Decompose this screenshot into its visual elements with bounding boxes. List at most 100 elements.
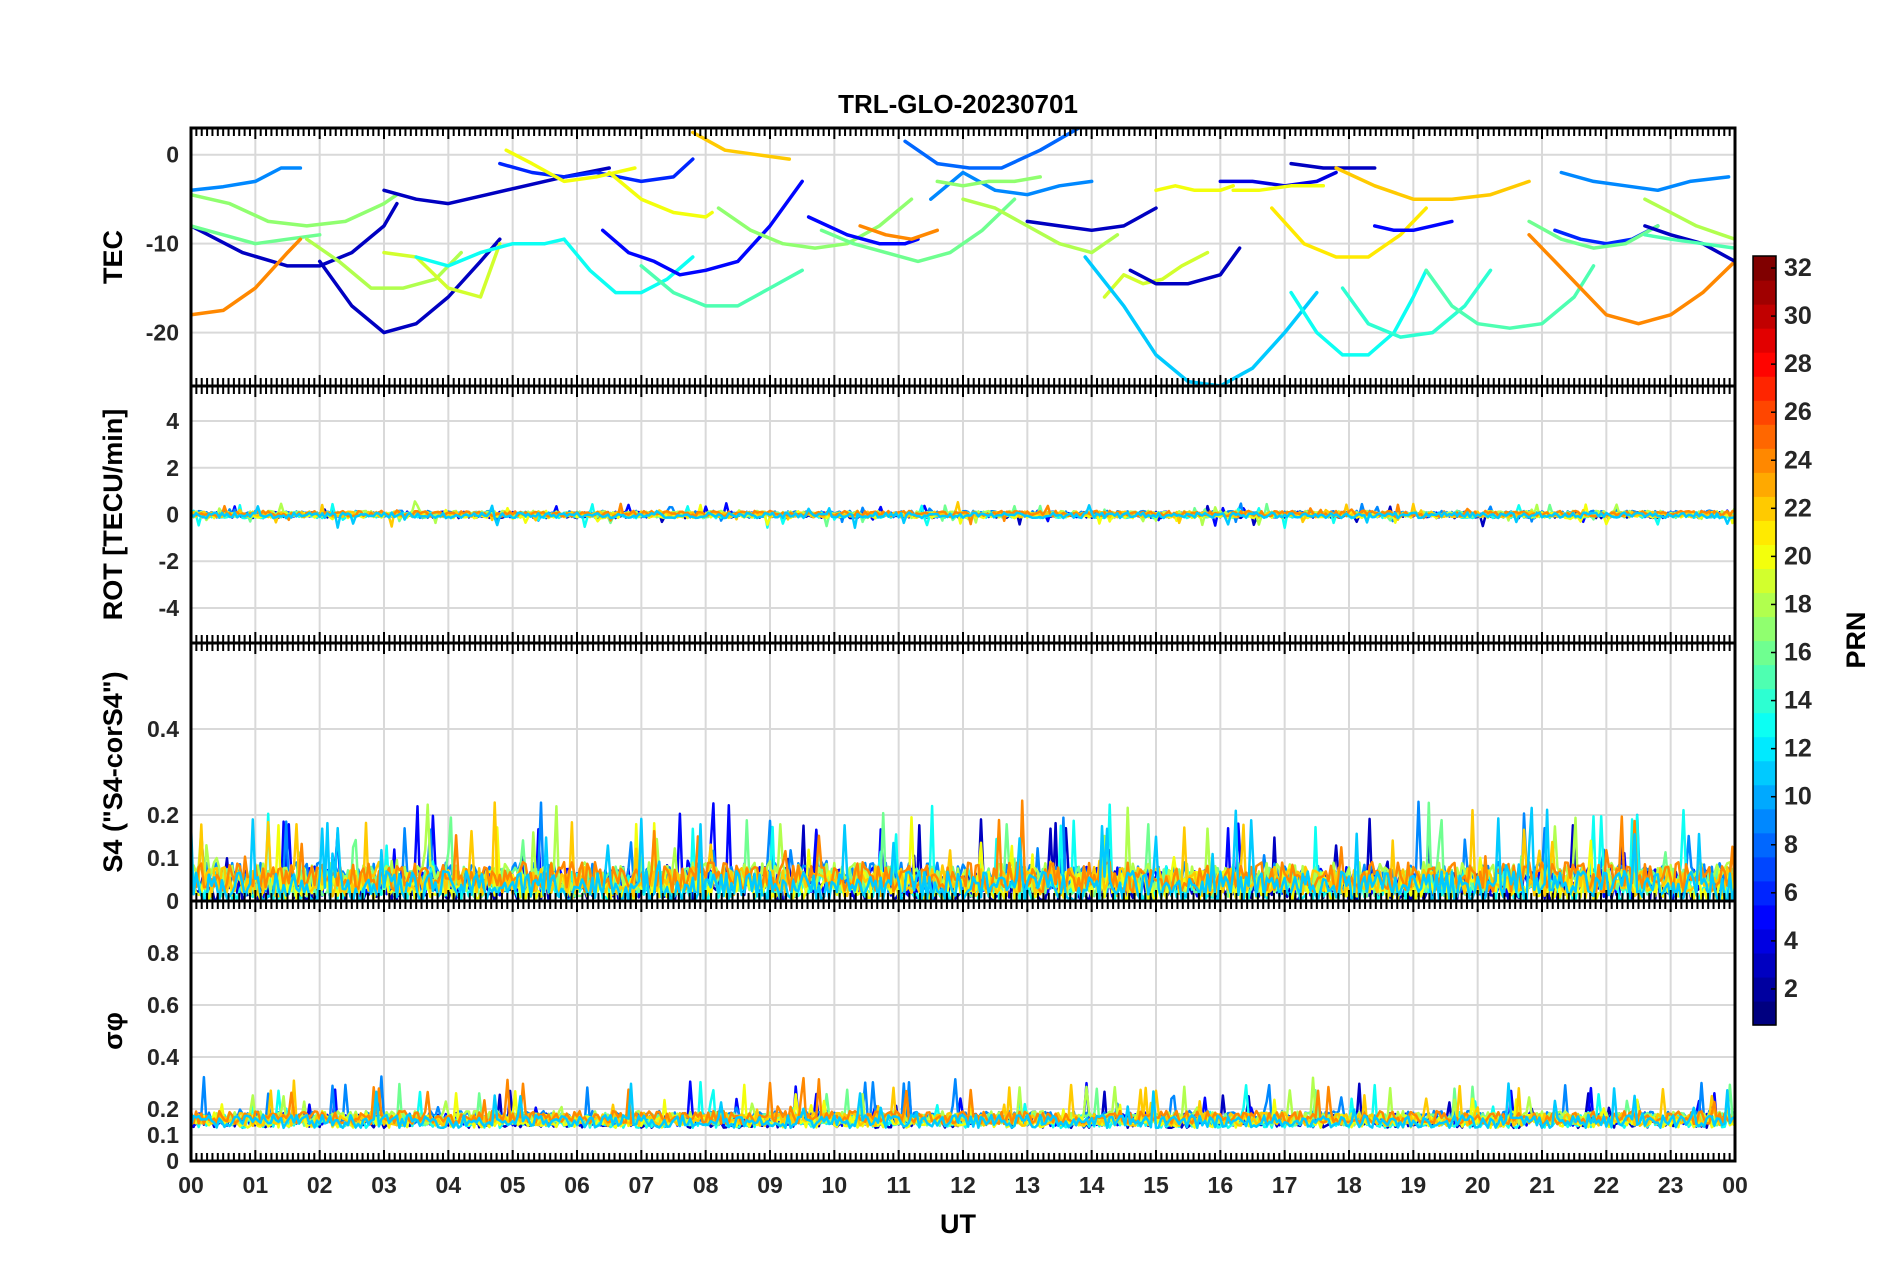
tec-series-prn-16: [191, 224, 322, 246]
colorbar-bin: [1753, 760, 1776, 786]
y-tick-label: 0.6: [147, 992, 179, 1018]
tec-series-prn-20: [1154, 184, 1235, 193]
tec-series-prn-3: [191, 201, 399, 268]
tec-series-prn-19: [382, 241, 502, 299]
x-tick-label: 13: [1015, 1172, 1041, 1198]
y-axis-label-rot: ROT [TECU/min]: [98, 409, 128, 620]
colorbar-bin: [1753, 880, 1776, 906]
y-tick-label: 0: [166, 1148, 179, 1174]
y-tick-label: 2: [166, 455, 179, 481]
tec-series-prn-9: [191, 166, 303, 193]
colorbar-bin: [1753, 712, 1776, 738]
colorbar-bin: [1753, 400, 1776, 425]
colorbar-bin: [1753, 952, 1776, 978]
colorbar-tick-label: 22: [1784, 494, 1812, 522]
y-tick-label: 0.4: [147, 716, 179, 742]
tec-series-prn-16: [819, 197, 1017, 264]
x-tick-label: 14: [1079, 1172, 1105, 1198]
y-tick-label: 0.1: [147, 845, 179, 871]
y-tick-label: 0.2: [147, 802, 179, 828]
y-axis-label-s4: S4 ("S4-corS4"): [98, 671, 128, 872]
x-tick-label: 22: [1594, 1172, 1620, 1198]
tec-series-prn-4: [1218, 170, 1338, 188]
colorbar-tick-label: 2: [1784, 975, 1798, 1003]
tec-series-prn-16: [1527, 219, 1660, 250]
colorbar-bin: [1753, 328, 1776, 353]
colorbar-tick-label: 20: [1784, 542, 1812, 570]
x-tick-label: 11: [887, 1172, 912, 1198]
tec-series-prn-5: [1372, 219, 1454, 233]
tec-series-prn-24: [858, 224, 940, 241]
colorbar-tick-label: 16: [1784, 639, 1812, 667]
tec-series-prn-15: [1643, 233, 1735, 250]
chart-title: TRL-GLO-20230701: [838, 89, 1078, 119]
colorbar-tick-label: 26: [1784, 398, 1812, 426]
colorbar-bin: [1753, 568, 1776, 594]
colorbar-bin: [1753, 904, 1776, 930]
panel-data-tec: [191, 128, 1735, 386]
colorbar-label: PRN: [1841, 611, 1871, 668]
tec-series-prn-3: [1289, 161, 1377, 170]
colorbar-bin: [1753, 424, 1776, 449]
x-minor-ticks: [190, 901, 1736, 1161]
colorbar-tick-label: 10: [1784, 783, 1812, 811]
colorbar-bin: [1753, 448, 1776, 473]
panel-rot: 4 2 0 -2 -4 ROT [TECU/min]: [98, 384, 1737, 645]
tec-series-prn-17: [935, 175, 1042, 188]
tec-series-prn-24: [191, 237, 303, 317]
tec-series-prn-18: [305, 237, 463, 290]
colorbar-bin: [1753, 592, 1776, 618]
tec-series-prn-9: [929, 170, 1094, 201]
tec-series-prn-20: [1231, 184, 1326, 193]
colorbar-tick-label: 12: [1784, 735, 1812, 763]
tec-series-prn-3: [1643, 224, 1735, 264]
tec-series-prn-6: [498, 157, 695, 184]
tec-series-prn-20: [607, 170, 714, 219]
y-axis-label-tec: TEC: [98, 230, 128, 284]
y-tick-label: -2: [159, 548, 179, 574]
x-tick-label: 12: [950, 1172, 976, 1198]
x-tick-label: 04: [436, 1172, 462, 1198]
tec-series-prn-3: [382, 166, 611, 206]
x-tick-label: 07: [629, 1172, 655, 1198]
colorbar-bin: [1753, 640, 1776, 666]
panel-data-rot: [191, 500, 1735, 530]
tec-series-prn-3: [317, 237, 502, 335]
colorbar-bin: [1753, 376, 1776, 401]
tec-series-prn-5: [806, 215, 920, 246]
y-tick-label: 4: [166, 408, 179, 434]
colorbar-bin: [1753, 928, 1776, 954]
y-axis-label-sigma_phi: σφ: [98, 1012, 128, 1050]
x-axis-label: UT: [940, 1209, 976, 1239]
tec-series-prn-8: [903, 128, 1081, 170]
x-tick-label: 05: [500, 1172, 526, 1198]
tec-series-prn-5: [600, 179, 804, 277]
colorbar-tick-label: 18: [1784, 590, 1812, 618]
colorbar-bin: [1753, 736, 1776, 762]
tec-series-prn-15: [1424, 264, 1596, 330]
y-tick-label: 0.4: [147, 1044, 179, 1070]
colorbar-bin: [1753, 280, 1776, 305]
y-tick-label: -20: [146, 320, 179, 346]
x-tick-label: 18: [1336, 1172, 1362, 1198]
tec-series-prn-17: [191, 192, 399, 228]
colorbar-tick-label: 6: [1784, 879, 1798, 907]
colorbar-bin: [1753, 808, 1776, 834]
y-tick-label: 0.8: [147, 940, 179, 966]
panel-s4: 0.4 0.2 0.1 0 S4 ("S4-corS4"): [98, 641, 1737, 914]
y-tick-label: 0: [166, 142, 179, 168]
tec-series-prn-3: [1128, 246, 1242, 286]
colorbar-tick-label: 32: [1784, 254, 1812, 282]
x-tick-label: 03: [371, 1172, 397, 1198]
x-tick-label: 02: [307, 1172, 333, 1198]
colorbar-bin: [1753, 976, 1776, 1002]
y-tick-label: 0.1: [147, 1122, 179, 1148]
colorbar-tick-label: 30: [1784, 302, 1812, 330]
x-tick-label: 01: [243, 1172, 269, 1198]
x-tick-label: 00: [1722, 1172, 1748, 1198]
tec-series-prn-15: [639, 264, 804, 308]
panel-tec: 0 -10 -20 TEC: [98, 126, 1737, 388]
